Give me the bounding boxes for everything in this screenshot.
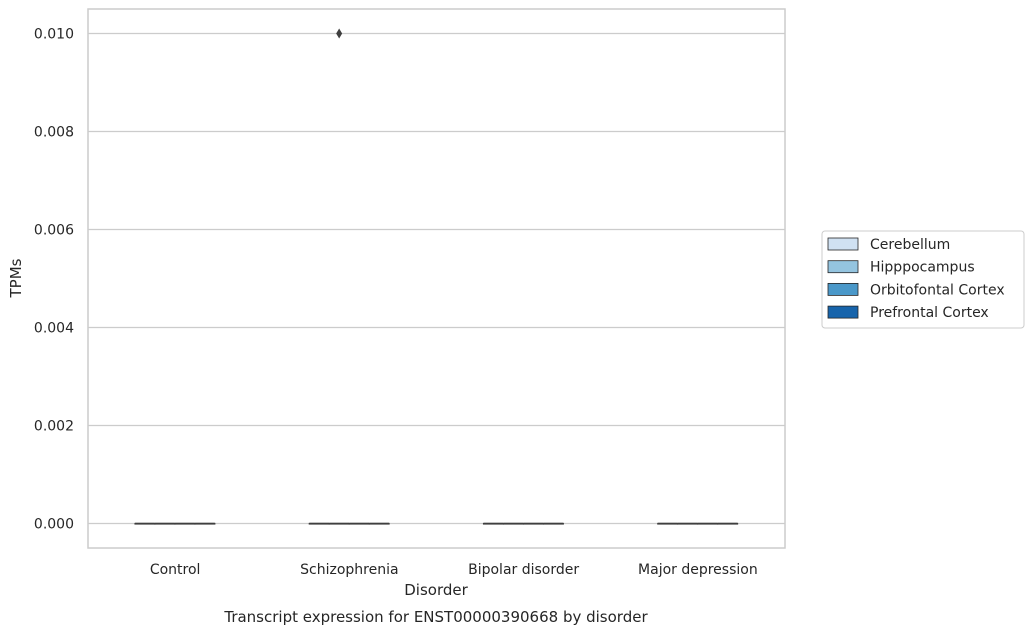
- y-axis-ticks: 0.000 0.002 0.004 0.006 0.008 0.010: [34, 27, 74, 533]
- y-tick-label: 0.004: [34, 321, 74, 337]
- x-tick-label: Bipolar disorder: [468, 562, 579, 578]
- legend-swatch: [827, 305, 859, 319]
- x-axis-label: Disorder: [404, 581, 468, 599]
- y-axis-label: TPMs: [7, 258, 25, 298]
- y-tick-label: 0.000: [34, 517, 74, 533]
- outlier-point: [336, 28, 343, 39]
- y-tick-label: 0.010: [34, 27, 74, 43]
- x-tick-label: Schizophrenia: [300, 562, 398, 578]
- x-tick-label: Control: [150, 562, 201, 578]
- legend-frame: [821, 230, 1025, 329]
- chart-caption: Transcript expression for ENST0000039066…: [223, 608, 648, 626]
- gridlines: [88, 32, 785, 525]
- legend-swatch: [827, 237, 859, 251]
- plot-area-frame: [87, 8, 786, 549]
- legend-swatch: [827, 260, 859, 274]
- legend-items: Cerebellum Hipppocampus Orbitofontal Corte…: [827, 237, 1005, 321]
- legend-label: Prefrontal Cortex: [870, 305, 989, 321]
- box-layer: [134, 28, 739, 525]
- y-tick-label: 0.008: [34, 125, 74, 141]
- legend-label: Cerebellum: [870, 237, 950, 253]
- y-tick-label: 0.002: [34, 419, 74, 435]
- legend-label: Orbitofontal Cortex: [870, 282, 1005, 298]
- legend-swatch: [827, 282, 859, 296]
- legend-label: Hipppocampus: [870, 260, 975, 276]
- y-tick-label: 0.006: [34, 223, 74, 239]
- x-axis-ticks: Control Schizophrenia Bipolar disorder Majo…: [150, 562, 758, 578]
- x-tick-label: Major depression: [638, 562, 758, 578]
- legend: Cerebellum Hipppocampus Orbitofontal Corte…: [821, 230, 1025, 329]
